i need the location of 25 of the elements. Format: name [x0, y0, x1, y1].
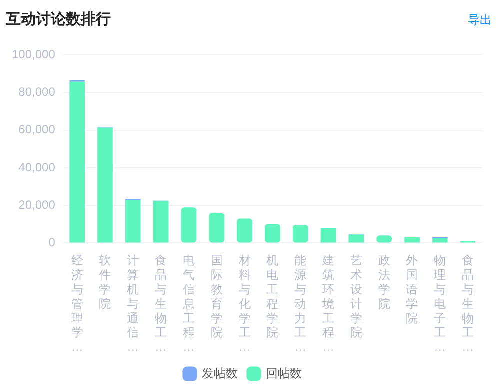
x-tick-label: 国际教育学院	[210, 254, 223, 340]
text: 导出	[468, 12, 492, 29]
x-tick-label: 机电工程学院	[266, 254, 279, 340]
chart-title: 互动讨论数排行	[6, 10, 111, 29]
x-tick-label: 建筑环境工程…	[322, 254, 335, 354]
y-tick-label: 20,000	[18, 198, 56, 212]
legend-label: 发帖数	[202, 366, 238, 380]
x-tick-label: 经济与管理学…	[71, 254, 84, 354]
x-tick-label: 政法学院	[378, 254, 390, 311]
y-tick-label: 80,000	[18, 85, 56, 100]
x-tick-label: 能源与动力工…	[294, 254, 307, 354]
x-tick-label: 食品与生物工…	[462, 254, 474, 354]
x-tick-label: 软件学院	[99, 254, 112, 311]
x-tick-label: 外国语学院	[406, 254, 418, 326]
y-tick-label: 40,000	[18, 160, 56, 174]
x-tick-label: 食品与生物工…	[155, 254, 168, 354]
y-tick-label: 100,000	[12, 48, 56, 62]
x-tick-label: 电气信息工程…	[182, 254, 195, 354]
legend-label: 回帖数	[266, 366, 302, 380]
x-tick-label: 计算机与通信…	[127, 254, 140, 354]
x-tick-label: 材料与化学工…	[238, 254, 251, 354]
y-tick-label: 0	[48, 236, 56, 250]
x-tick-label: 物理与电子工…	[434, 254, 446, 354]
y-tick-label: 60,000	[18, 122, 56, 137]
x-tick-label: 艺术设计学院	[350, 254, 362, 340]
